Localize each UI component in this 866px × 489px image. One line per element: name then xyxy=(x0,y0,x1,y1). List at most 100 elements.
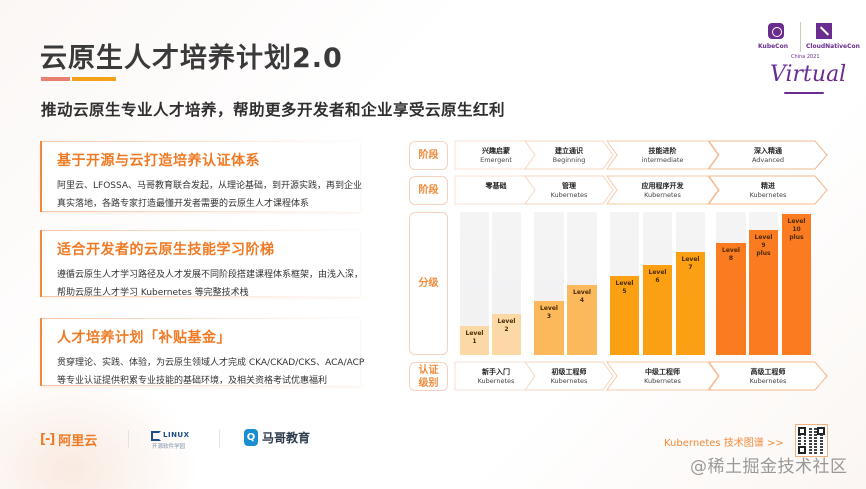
cert-zh: 新手入门 xyxy=(482,367,510,376)
aliyun-logo: [-] 阿里云 xyxy=(40,430,97,449)
kubecon-event-logo: KubeCon CloudNativeCon China 2021 Virtua… xyxy=(752,18,862,102)
cert-en: Kubernetes xyxy=(749,376,787,385)
stage-intermediate: 技能进阶 intermediate xyxy=(606,140,719,170)
watermark: @稀土掘金技术社区 xyxy=(690,457,848,477)
stage-en: Advanced xyxy=(751,155,785,164)
cert-newbie: 新手入门 Kubernetes xyxy=(454,361,538,391)
bar-number: 1 xyxy=(472,338,477,345)
mage-education-logo: Q 马哥教育 xyxy=(244,429,310,446)
page-subtitle: 推动云原生专业人才培养，帮助更多开发者和企业享受云原生红利 xyxy=(41,101,506,119)
bar-label: Level xyxy=(497,318,516,325)
skill-zh: 管理 xyxy=(562,181,576,190)
stage-beginning: 建立通识 Beginning xyxy=(524,140,614,170)
bar-label: Level xyxy=(648,269,667,276)
card-line: 遵循云原生人才学习路径及人才发展不同阶段搭建课程体系框架，由浅入深， xyxy=(57,270,364,280)
bar-number: 10 xyxy=(792,226,801,233)
card-subsidy-fund: 人才培养计划「补贴基金」 贯穿理论、实践、体验，为云原生领域人才完成 CKA/C… xyxy=(40,318,364,386)
row-label-stage-skill: 阶段 xyxy=(409,176,448,205)
bar-label: Level xyxy=(615,280,634,287)
title-underline-red xyxy=(41,77,70,81)
level-bar-8: Level 8 xyxy=(716,243,746,355)
stage-en: Beginning xyxy=(552,155,586,164)
event-edition: China 2021 xyxy=(791,54,820,60)
skill-en: Kubernetes xyxy=(749,190,787,199)
stage-zh: 深入精通 xyxy=(754,146,782,155)
level-bar-10: Level 10 plus xyxy=(782,214,811,355)
cloudnativecon-label: CloudNativeCon xyxy=(806,43,860,50)
qr-code[interactable] xyxy=(795,424,828,457)
bar-plus: plus xyxy=(789,234,804,241)
skill-zh: 精进 xyxy=(761,181,775,190)
aliyun-icon: [-] xyxy=(40,432,55,447)
row-label-stage: 阶段 xyxy=(409,141,448,170)
cert-zh: 初级工程师 xyxy=(551,367,587,376)
card-title: 适合开发者的云原生技能学习阶梯 xyxy=(57,242,275,258)
card-title: 基于开源与云打造培养认证体系 xyxy=(57,153,260,169)
title-underline-orange xyxy=(72,77,116,81)
cert-en: Kubernetes xyxy=(477,376,515,385)
bar-number: 8 xyxy=(728,255,734,262)
linux-foundation-subtitle: 开源软件学园 xyxy=(152,444,186,450)
card-line: 贯穿理论、实践、体验，为云原生领域人才完成 CKA/CKAD/CKS、ACA/A… xyxy=(57,358,365,368)
bar-label: Level xyxy=(540,305,558,312)
linux-foundation-icon xyxy=(151,431,161,441)
aliyun-name: 阿里云 xyxy=(58,434,98,449)
bar-plus: plus xyxy=(756,250,771,257)
skill-zh: 应用程序开发 xyxy=(641,181,684,190)
cert-en: Kubernetes xyxy=(644,376,681,385)
stage-zh: 技能进阶 xyxy=(648,146,677,155)
level-bar-1: Level 1 xyxy=(460,326,489,355)
bar-number: 7 xyxy=(688,264,693,271)
skill-advanced-k8s: 精进 Kubernetes xyxy=(708,175,828,205)
level-bar-7: Level 7 xyxy=(676,252,705,355)
mage-icon: Q xyxy=(244,429,258,446)
qr-finder xyxy=(798,446,806,454)
card-line: 真实落地，各路专家打造最懂开发者需要的云原生人才课程体系 xyxy=(57,199,310,209)
page-title: 云原生人才培养计划2.0 xyxy=(40,43,343,74)
level-bar-9: Level 9 plus xyxy=(749,230,778,355)
stage-zh: 建立通识 xyxy=(555,146,583,155)
level-bar-4: Level 4 xyxy=(567,285,597,355)
card-line: 帮助云原生人才学习 Kubernetes 等完整技术栈 xyxy=(57,288,249,298)
card-body: 贯穿理论、实践、体验，为云原生领域人才完成 CKA/CKAD/CKS、ACA/A… xyxy=(57,354,377,390)
bar-number: 9 xyxy=(761,242,766,249)
card-title: 人才培养计划「补贴基金」 xyxy=(57,330,231,346)
level-bar-3: Level 3 xyxy=(534,301,564,355)
cert-senior: 高级工程师 Kubernetes xyxy=(708,361,828,391)
kubernetes-map-link[interactable]: Kubernetes 技术图谱 >> xyxy=(664,438,784,449)
bar-number: 2 xyxy=(504,326,509,333)
stage-en: Emergent xyxy=(480,155,512,164)
bar-label: Level xyxy=(787,218,806,225)
mage-name: 马哥教育 xyxy=(262,431,311,445)
skill-app-dev-k8s: 应用程序开发 Kubernetes xyxy=(606,175,719,205)
card-certification-system: 基于开源与云打造培养认证体系 阿里云、LFOSSA、马哥教育联合发起，从理论基础… xyxy=(40,141,362,212)
cert-en: Kubernetes xyxy=(550,376,588,385)
kubecon-label: KubeCon xyxy=(758,43,788,50)
bar-label: Level xyxy=(722,247,740,254)
bar-label: Level xyxy=(681,256,700,263)
skill-zh: 零基础 xyxy=(485,182,507,190)
level-bar-2: Level 2 xyxy=(492,314,521,355)
linux-foundation-name: LINUX xyxy=(163,431,190,439)
level-bars: Level 1 Level 2 Level 3 Level 4 Level 5 … xyxy=(455,212,817,355)
partner-divider xyxy=(128,430,129,448)
bar-label: Level xyxy=(573,289,591,296)
bar-number: 4 xyxy=(579,297,585,304)
stage-zh: 兴趣启蒙 xyxy=(482,146,510,155)
bar-number: 3 xyxy=(546,313,552,320)
skill-en: Kubernetes xyxy=(550,190,588,199)
row-label-certification: 认证 级别 xyxy=(409,362,448,391)
kubecon-icon xyxy=(768,23,784,39)
card-body: 遵循云原生人才学习路径及人才发展不同阶段搭建课程体系框架，由浅入深， 帮助云原生… xyxy=(57,266,377,302)
card-body: 阿里云、LFOSSA、马哥教育联合发起，从理论基础，到开源实践，再到企业 真实落… xyxy=(57,177,377,213)
bar-label: Level xyxy=(754,234,773,241)
qr-finder xyxy=(798,427,806,435)
logo-divider xyxy=(800,22,801,52)
stage-en: intermediate xyxy=(641,155,684,164)
bar-label: Level xyxy=(465,330,484,337)
level-bar-6: Level 6 xyxy=(643,265,672,355)
cert-intermediate: 中级工程师 Kubernetes xyxy=(606,361,719,391)
skill-en: Kubernetes xyxy=(644,190,681,199)
card-line: 等专业认证提供积累专业技能的基础环境，及相关资格考试优惠福利 xyxy=(57,376,328,386)
